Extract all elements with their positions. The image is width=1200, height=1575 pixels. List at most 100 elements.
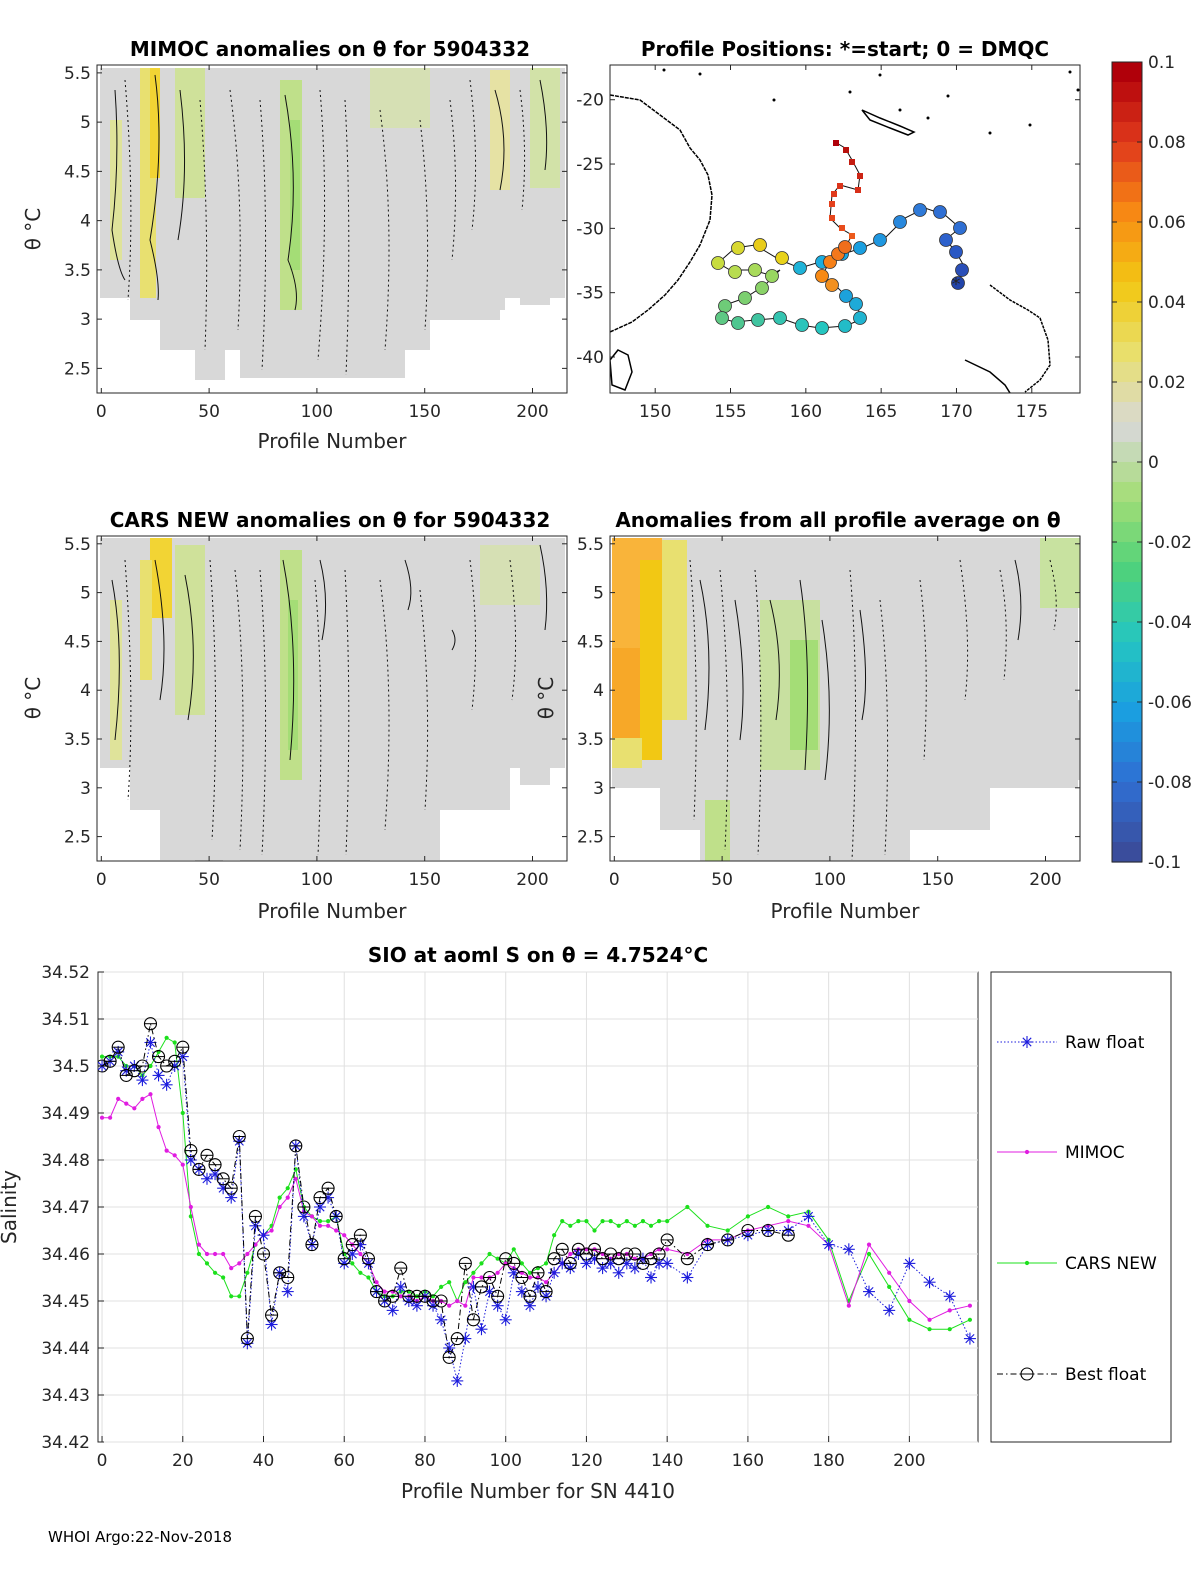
float-position-marker (738, 291, 752, 305)
mimoc-ytick: 3 (80, 310, 91, 330)
cars-xtick: 50 (198, 870, 220, 890)
colorbar-tick: 0.08 (1148, 133, 1186, 153)
colorbar-tick: -0.04 (1148, 613, 1192, 633)
mimoc-heatmap (97, 65, 567, 393)
point-best-float (761, 1223, 775, 1238)
point-mimoc (927, 1317, 932, 1322)
average-ylabel: θ °C (534, 677, 558, 720)
colorbar-swatch (1112, 602, 1142, 623)
point-best-float (721, 1233, 735, 1247)
average-xtick: 150 (921, 870, 953, 890)
point-cars-new (907, 1317, 912, 1322)
point-cars-new (592, 1228, 597, 1233)
point-mimoc (543, 1280, 549, 1285)
point-cars-new (560, 1219, 565, 1224)
float-position-marker (855, 187, 861, 193)
float-position-marker (815, 269, 829, 283)
colorbar-tick: 0.02 (1148, 373, 1186, 393)
point-raw-float (596, 1262, 609, 1275)
float-position-marker (711, 256, 725, 270)
cars-xtick: 0 (96, 870, 107, 890)
point-raw-float (903, 1257, 916, 1270)
salinity-ytick: 34.49 (41, 1104, 90, 1124)
point-cars-new (148, 1063, 153, 1069)
legend-label: MIMOC (1065, 1143, 1125, 1163)
salinity-ytick: 34.44 (41, 1339, 90, 1359)
point-best-float (394, 1261, 408, 1275)
cars-panel: CARS NEW anomalies on θ for 5904332 (21, 508, 568, 923)
point-best-float (208, 1158, 222, 1172)
float-position-marker (831, 191, 837, 197)
legend-item-best-float: Best float (997, 1365, 1147, 1385)
point-raw-float (386, 1304, 399, 1317)
average-ytick: 3 (593, 779, 604, 799)
point-cars-new (479, 1261, 484, 1266)
float-position-marker (793, 261, 807, 275)
average-xtick: 50 (711, 870, 733, 890)
cars-ytick: 2.5 (64, 828, 91, 848)
point-mimoc (334, 1228, 339, 1233)
point-raw-float (612, 1266, 625, 1279)
point-raw-float (209, 1168, 222, 1181)
point-raw-float (963, 1332, 976, 1345)
point-best-float (224, 1181, 238, 1195)
point-best-float (386, 1289, 400, 1303)
point-best-float (313, 1191, 327, 1205)
average-ytick: 2.5 (577, 828, 604, 848)
colorbar-swatch (1112, 482, 1142, 503)
point-best-float (297, 1200, 311, 1214)
point-mimoc (907, 1298, 912, 1304)
point-mimoc (398, 1294, 403, 1299)
point-raw-float (152, 1069, 165, 1082)
positions-xtick: 170 (940, 402, 972, 422)
point-cars-new (552, 1233, 557, 1238)
point-raw-float (943, 1290, 956, 1303)
point-mimoc (269, 1228, 274, 1233)
point-mimoc (382, 1289, 387, 1294)
colorbar-swatch (1112, 762, 1142, 783)
point-best-float (491, 1289, 505, 1303)
float-position-marker (838, 319, 852, 333)
point-raw-float (160, 1078, 173, 1091)
point-best-float (337, 1252, 351, 1266)
point-mimoc (196, 1242, 202, 1247)
colorbar-swatch (1112, 642, 1142, 663)
point-best-float (168, 1054, 182, 1068)
point-best-float (628, 1247, 642, 1261)
float-position-marker (853, 311, 867, 325)
cars-xlabel: Profile Number (258, 899, 408, 923)
mimoc-ytick: 3.5 (64, 261, 91, 281)
point-cars-new (463, 1280, 468, 1285)
point-cars-new (350, 1261, 355, 1266)
colorbar-tick: 0.1 (1148, 53, 1175, 73)
float-position-marker (955, 263, 969, 277)
float-position-marker (837, 183, 843, 189)
colorbar-swatch (1112, 422, 1142, 443)
point-mimoc (455, 1298, 460, 1304)
point-cars-new (600, 1219, 605, 1224)
point-cars-new (229, 1294, 234, 1299)
point-cars-new (519, 1261, 524, 1266)
point-best-float (143, 1017, 158, 1031)
point-cars-new (665, 1219, 670, 1224)
point-best-float (660, 1233, 674, 1247)
positions-xtick: 160 (790, 402, 822, 422)
float-position-marker (829, 215, 835, 221)
positions-xtick: 175 (1016, 402, 1048, 422)
float-position-marker (775, 251, 789, 265)
point-best-float (434, 1294, 448, 1308)
point-cars-new (527, 1270, 533, 1275)
positions-title: Profile Positions: *=start; 0 = DMQC (641, 37, 1049, 61)
mimoc-ytick: 5.5 (64, 64, 91, 84)
colorbar-tick: -0.08 (1148, 773, 1192, 793)
point-best-float (515, 1270, 529, 1285)
float-position-marker (853, 241, 867, 255)
point-best-float (474, 1280, 489, 1294)
point-cars-new (221, 1275, 226, 1280)
point-raw-float (580, 1257, 593, 1270)
point-cars-new (196, 1251, 202, 1257)
point-cars-new (632, 1223, 637, 1228)
colorbar-swatch (1112, 322, 1142, 343)
point-mimoc (221, 1251, 226, 1257)
point-best-float (523, 1289, 537, 1303)
